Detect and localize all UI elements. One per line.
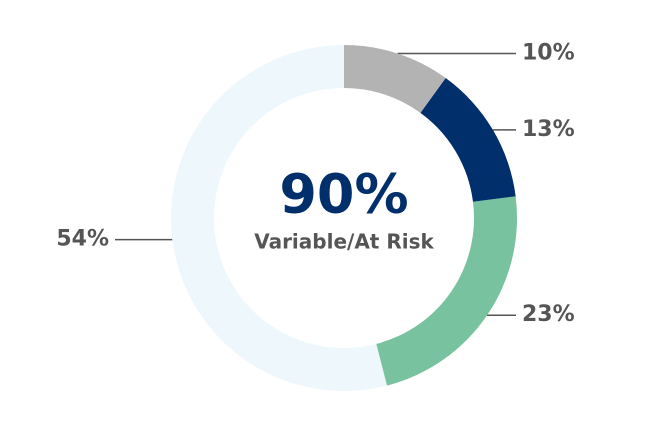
donut-segment: [420, 78, 516, 202]
value-label: 54%: [56, 227, 109, 252]
donut-segment: [170, 45, 388, 391]
value-label: 23%: [522, 302, 575, 327]
center-label: Variable/At Risk: [254, 230, 434, 254]
value-label: 10%: [522, 40, 575, 65]
donut-segment: [344, 45, 446, 113]
center-value: 90%: [279, 163, 408, 226]
value-label: 13%: [522, 117, 575, 142]
donut-segment: [376, 196, 517, 386]
